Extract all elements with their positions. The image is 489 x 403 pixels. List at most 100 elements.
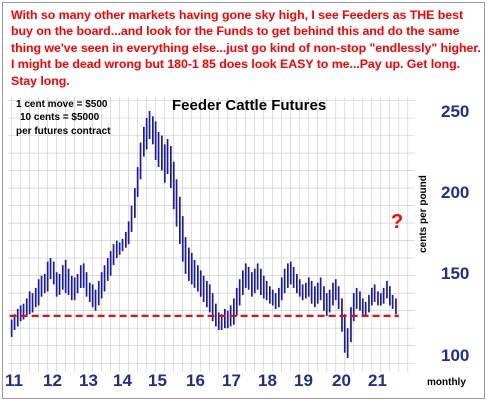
price-bar-13 [46, 261, 49, 292]
price-bar-8 [31, 293, 34, 313]
price-bar-60 [188, 247, 190, 281]
price-bar-121 [371, 287, 373, 306]
price-bar-51 [161, 135, 163, 171]
contract-note-line-3: per futures contract [16, 126, 111, 137]
price-bar-81 [251, 272, 253, 297]
price-bar-90 [278, 287, 280, 308]
price-bar-18 [61, 265, 64, 290]
price-bar-98 [301, 284, 304, 301]
price-bar-129 [395, 298, 397, 315]
price-bar-93 [287, 263, 289, 288]
price-bar-36 [115, 240, 118, 259]
price-bar-41 [130, 205, 133, 232]
price-bar-19 [64, 259, 67, 294]
price-bar-26 [85, 272, 88, 297]
price-bar-68 [211, 293, 214, 322]
price-bar-65 [202, 275, 205, 302]
price-bar-118 [361, 298, 364, 316]
x-tick-13: 13 [79, 371, 98, 390]
price-bar-11 [40, 275, 43, 297]
price-bar-108 [332, 282, 334, 306]
x-tick-15: 15 [148, 371, 167, 390]
price-bar-44 [139, 142, 142, 180]
price-bar-109 [334, 279, 337, 301]
chart-title: Feeder Cattle Futures [172, 97, 327, 114]
price-bar-1 [10, 319, 13, 337]
price-bar-49 [154, 121, 157, 160]
price-bars [10, 111, 397, 358]
price-bar-122 [373, 284, 376, 302]
price-bar-87 [269, 286, 271, 304]
price-bar-128 [391, 294, 394, 309]
price-bar-70 [217, 312, 220, 330]
price-bar-116 [355, 287, 358, 309]
price-bar-22 [73, 277, 76, 301]
price-bar-56 [175, 179, 178, 227]
x-tick-16: 16 [186, 371, 205, 390]
price-bar-85 [262, 275, 265, 299]
price-bar-97 [298, 279, 301, 297]
price-bar-32 [103, 265, 106, 292]
price-bar-52 [163, 144, 166, 183]
price-bar-80 [247, 266, 250, 290]
price-bar-46 [145, 118, 148, 150]
price-bar-6 [25, 298, 28, 316]
price-bar-96 [296, 273, 298, 294]
price-bar-54 [170, 146, 172, 188]
y-axis-label: cents per pound [418, 175, 429, 253]
x-axis-label: monthly [427, 377, 466, 388]
price-bar-107 [328, 289, 331, 313]
price-bar-86 [265, 280, 268, 301]
price-bar-75 [233, 298, 235, 325]
price-bar-9 [34, 287, 37, 308]
price-bar-48 [152, 116, 154, 145]
price-bar-119 [364, 301, 367, 316]
price-bar-113 [346, 328, 349, 358]
price-bar-112 [343, 314, 346, 353]
price-bar-2 [13, 314, 16, 330]
x-tick-18: 18 [258, 371, 277, 390]
price-bar-100 [307, 277, 310, 297]
price-bar-105 [323, 286, 325, 311]
price-bar-103 [316, 282, 319, 304]
x-tick-20: 20 [332, 371, 351, 390]
x-tick-12: 12 [43, 371, 62, 390]
price-bar-67 [208, 284, 211, 313]
price-bar-38 [121, 238, 124, 252]
y-tick-250: 250 [441, 102, 470, 121]
price-bar-34 [109, 251, 112, 276]
price-bar-83 [256, 263, 259, 290]
contract-note-line-1: 1 cent move = $500 [16, 99, 108, 110]
price-bar-79 [244, 263, 247, 288]
price-bar-73 [226, 310, 229, 329]
price-bar-123 [377, 291, 379, 306]
price-bar-64 [199, 270, 202, 297]
price-bar-120 [368, 294, 370, 313]
price-bar-115 [352, 293, 355, 322]
price-bar-57 [179, 196, 181, 245]
price-bar-63 [197, 265, 199, 292]
price-bar-84 [260, 268, 262, 295]
question-mark: ? [391, 211, 404, 233]
price-bar-95 [292, 266, 295, 288]
price-bar-24 [79, 265, 82, 288]
price-bar-10 [37, 279, 40, 306]
price-bar-77 [238, 279, 241, 306]
y-tick-150: 150 [441, 264, 470, 283]
price-bar-124 [380, 293, 382, 306]
price-bar-39 [125, 231, 127, 248]
price-bar-53 [166, 139, 169, 174]
commentary-text: With so many other markets having gone s… [11, 8, 481, 88]
price-bar-21 [70, 275, 73, 301]
price-bar-114 [350, 307, 352, 343]
price-bar-58 [181, 216, 184, 262]
price-bar-66 [206, 280, 208, 308]
x-tick-14: 14 [113, 371, 132, 390]
price-bar-125 [382, 287, 385, 304]
price-bar-126 [386, 280, 388, 299]
price-bar-28 [91, 284, 94, 308]
x-tick-17: 17 [222, 371, 241, 390]
price-bar-102 [314, 286, 316, 308]
x-tick-11: 11 [5, 371, 23, 390]
price-bar-31 [100, 272, 103, 299]
